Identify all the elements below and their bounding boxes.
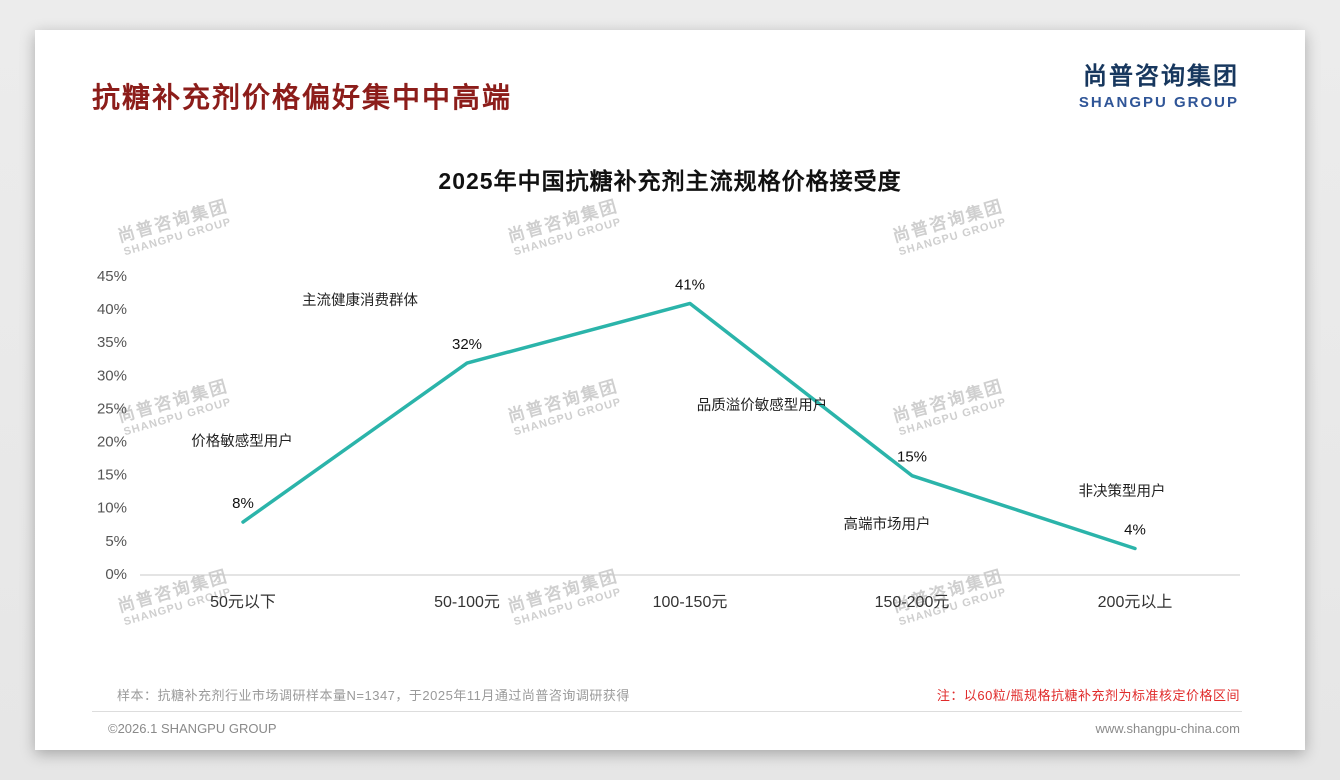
svg-text:40%: 40% xyxy=(97,301,127,318)
footer-divider xyxy=(92,711,1242,712)
svg-text:品质溢价敏感型用户: 品质溢价敏感型用户 xyxy=(697,397,828,414)
svg-text:8%: 8% xyxy=(232,495,254,512)
value-labels: 8% 32% 41% 15% 4% xyxy=(232,276,1146,538)
price-note: 注：以60粒/瓶规格抗糖补充剂为标准核定价格区间 xyxy=(936,688,1240,703)
svg-text:非决策型用户: 非决策型用户 xyxy=(1079,483,1166,500)
x-axis-labels: 50元以下 50-100元 100-150元 150-200元 200元以上 xyxy=(210,593,1172,611)
svg-text:100-150元: 100-150元 xyxy=(653,594,728,611)
svg-text:15%: 15% xyxy=(97,467,127,484)
svg-text:5%: 5% xyxy=(105,533,127,550)
svg-text:50-100元: 50-100元 xyxy=(434,594,500,611)
page-title: 抗糖补充剂价格偏好集中中高端 xyxy=(92,82,513,113)
footer-bar: ©2026.1 SHANGPU GROUP www.shangpu-china.… xyxy=(108,721,1240,736)
series-line xyxy=(241,301,1137,551)
svg-text:50元以下: 50元以下 xyxy=(210,594,276,611)
svg-text:高端市场用户: 高端市场用户 xyxy=(844,516,931,533)
svg-text:价格敏感型用户: 价格敏感型用户 xyxy=(191,433,293,450)
svg-text:0%: 0% xyxy=(105,566,127,583)
svg-text:主流健康消费群体: 主流健康消费群体 xyxy=(302,292,418,309)
slide-card: 尚普咨询集团 SHANGPU GROUP 尚普咨询集团 SHANGPU GROUP 尚普… xyxy=(35,30,1305,750)
sample-note: 样本：抗糖补充剂行业市场调研样本量N=1347，于2025年11月通过尚普咨询调… xyxy=(117,688,630,703)
svg-text:15%: 15% xyxy=(897,449,927,466)
footer-notes: 样本：抗糖补充剂行业市场调研样本量N=1347，于2025年11月通过尚普咨询调… xyxy=(117,685,1240,704)
line-chart-svg: 0% 5% 10% 15% 20% 25% 30% 35% 40% 45% 50元以下 50-100元… xyxy=(97,268,1240,611)
logo-text-en: SHANGPU GROUP xyxy=(1078,94,1239,111)
company-logo: 尚普咨询集团 SHANGPU GROUP xyxy=(1079,56,1239,111)
website-text: www.shangpu-china.com xyxy=(1095,721,1240,736)
svg-text:35%: 35% xyxy=(97,334,127,351)
svg-text:45%: 45% xyxy=(97,268,127,285)
logo-text-cn: 尚普咨询集团 xyxy=(1083,63,1239,90)
y-axis-ticks: 0% 5% 10% 15% 20% 25% 30% 35% 40% 45% xyxy=(97,268,127,583)
svg-text:4%: 4% xyxy=(1124,522,1146,539)
svg-text:41%: 41% xyxy=(675,276,705,293)
svg-text:25%: 25% xyxy=(97,400,127,417)
svg-text:10%: 10% xyxy=(97,500,127,517)
svg-text:32%: 32% xyxy=(452,336,482,353)
chart-title: 2025年中国抗糖补充剂主流规格价格接受度 xyxy=(438,168,902,194)
svg-text:150-200元: 150-200元 xyxy=(875,594,950,611)
svg-text:20%: 20% xyxy=(97,434,127,451)
copyright-text: ©2026.1 SHANGPU GROUP xyxy=(108,721,277,736)
svg-text:200元以上: 200元以上 xyxy=(1098,593,1173,611)
svg-text:30%: 30% xyxy=(97,367,127,384)
